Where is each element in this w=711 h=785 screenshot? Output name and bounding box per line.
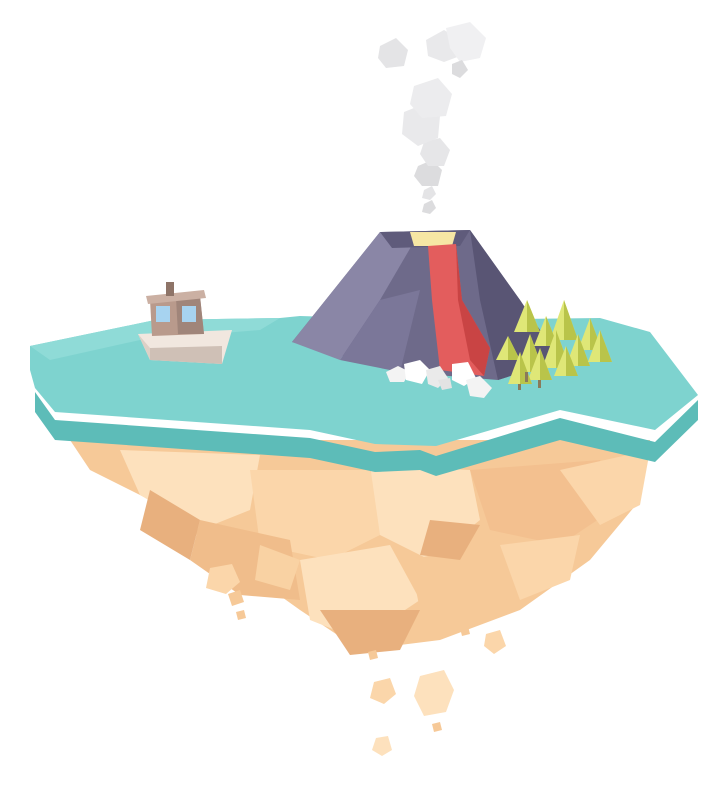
volcano: [292, 230, 560, 380]
crater-glow: [410, 232, 456, 246]
rock-underside: [70, 440, 650, 655]
pine-forest: [496, 300, 612, 390]
boat-window: [156, 306, 170, 322]
falling-rocks: [206, 564, 506, 756]
pebbles: [386, 360, 492, 398]
boat: [138, 282, 232, 364]
sea-plate-side: [35, 392, 698, 476]
smoke-column: [378, 22, 486, 214]
boat-chimney: [166, 282, 174, 296]
